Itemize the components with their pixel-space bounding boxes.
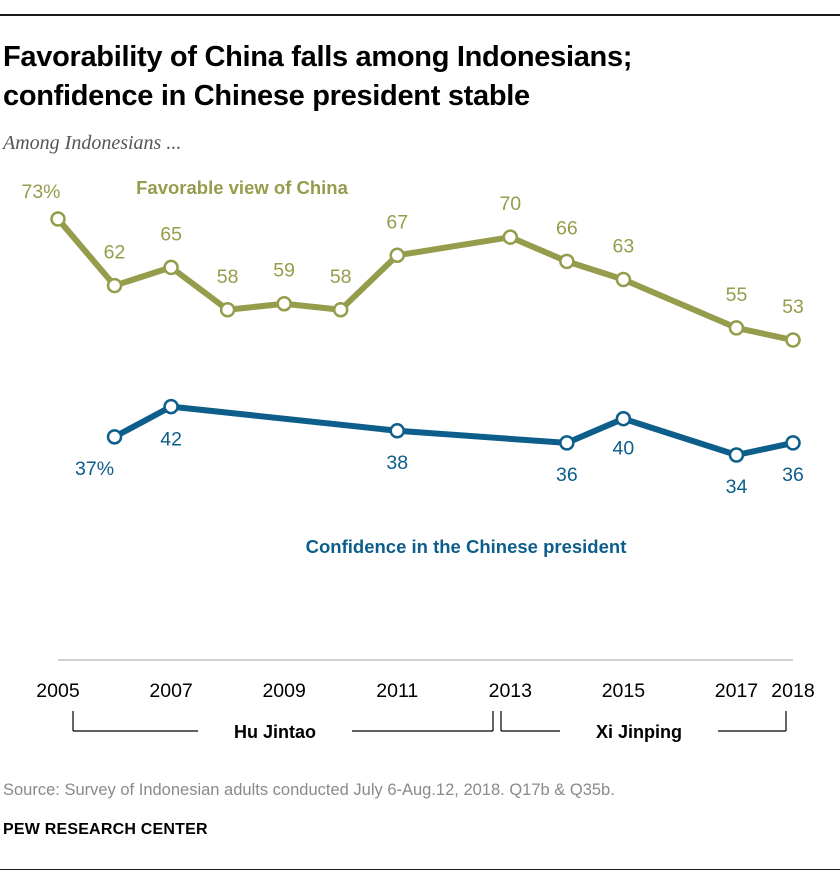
favorable-data-label-2017: 55 <box>726 284 748 306</box>
confidence-line <box>111 403 796 458</box>
favorable-data-label-2006: 62 <box>104 242 126 264</box>
top-rule <box>0 14 840 16</box>
x-tick-label-2017: 2017 <box>715 680 758 702</box>
leader-label-hu-jintao: Hu Jintao <box>234 722 316 742</box>
x-tick-label-2015: 2015 <box>602 680 646 702</box>
favorable-point-2009 <box>276 295 292 312</box>
favorable-point-2005 <box>50 211 66 227</box>
favorable-data-label-2007: 65 <box>160 223 182 245</box>
favorable-point-2006 <box>106 277 123 294</box>
confidence-point-2018 <box>785 435 801 451</box>
chart-title-line-1: Favorability of China falls among Indone… <box>3 41 633 73</box>
favorable-data-label-2018: 53 <box>782 296 804 318</box>
bottom-rule <box>0 869 840 870</box>
series-label-favorable: Favorable view of China <box>136 177 348 198</box>
confidence-data-label-2018: 36 <box>782 464 804 486</box>
chart-title: Favorability of China falls among Indone… <box>3 38 823 116</box>
favorable-line <box>55 216 796 344</box>
confidence-data-label-2017: 34 <box>726 476 748 498</box>
favorable-point-2014 <box>559 253 575 270</box>
confidence-data-label-2007: 42 <box>160 429 182 451</box>
favorable-point-2010 <box>332 302 349 318</box>
confidence-point-2014 <box>559 435 575 451</box>
x-tick-label-2005: 2005 <box>36 680 80 702</box>
line-chart: 2005 2007 2009 2011 2013 2015 2017 2018 73% 62 65 5… <box>21 177 814 742</box>
favorable-data-label-2009: 59 <box>273 260 295 282</box>
favorable-data-label-2005: 73% <box>21 181 60 203</box>
x-tick-label-2013: 2013 <box>489 680 532 702</box>
confidence-point-2006 <box>106 429 123 445</box>
favorable-point-2017 <box>728 320 745 336</box>
favorable-data-label-2015: 63 <box>613 236 635 258</box>
favorable-data-label-2010: 58 <box>330 266 352 288</box>
confidence-data-label-2011: 38 <box>386 452 408 474</box>
series-label-confidence: Confidence in the Chinese president <box>306 536 627 557</box>
favorable-data-label-2008: 58 <box>217 266 239 288</box>
x-tick-label-2018: 2018 <box>771 680 814 702</box>
confidence-point-2011 <box>389 423 405 439</box>
favorable-data-label-2014: 66 <box>556 217 578 239</box>
confidence-data-label-2015: 40 <box>613 438 635 460</box>
favorable-point-2011 <box>389 247 405 264</box>
x-tick-label-2009: 2009 <box>262 680 305 702</box>
confidence-data-label-2014: 36 <box>556 464 578 486</box>
confidence-point-2007 <box>163 398 179 415</box>
favorable-point-2013 <box>502 229 519 245</box>
favorable-point-2007 <box>163 259 179 276</box>
leader-label-xi-jinping: Xi Jinping <box>596 722 682 742</box>
favorable-data-label-2013: 70 <box>499 193 521 215</box>
favorable-point-2008 <box>219 302 236 318</box>
pew-brand: PEW RESEARCH CENTER <box>3 821 208 838</box>
favorable-point-2018 <box>785 332 801 348</box>
confidence-data-label-2006: 37% <box>75 458 114 480</box>
confidence-point-2017 <box>728 447 745 463</box>
x-tick-label-2011: 2011 <box>376 680 418 702</box>
favorable-data-label-2011: 67 <box>386 211 408 233</box>
x-tick-label-2007: 2007 <box>149 680 192 702</box>
source-note: Source: Survey of Indonesian adults cond… <box>3 781 615 799</box>
confidence-point-2015 <box>615 410 632 427</box>
chart-subtitle: Among Indonesians ... <box>3 132 182 154</box>
favorable-point-2015 <box>615 271 632 288</box>
chart-title-line-2: confidence in Chinese president stable <box>3 80 530 112</box>
